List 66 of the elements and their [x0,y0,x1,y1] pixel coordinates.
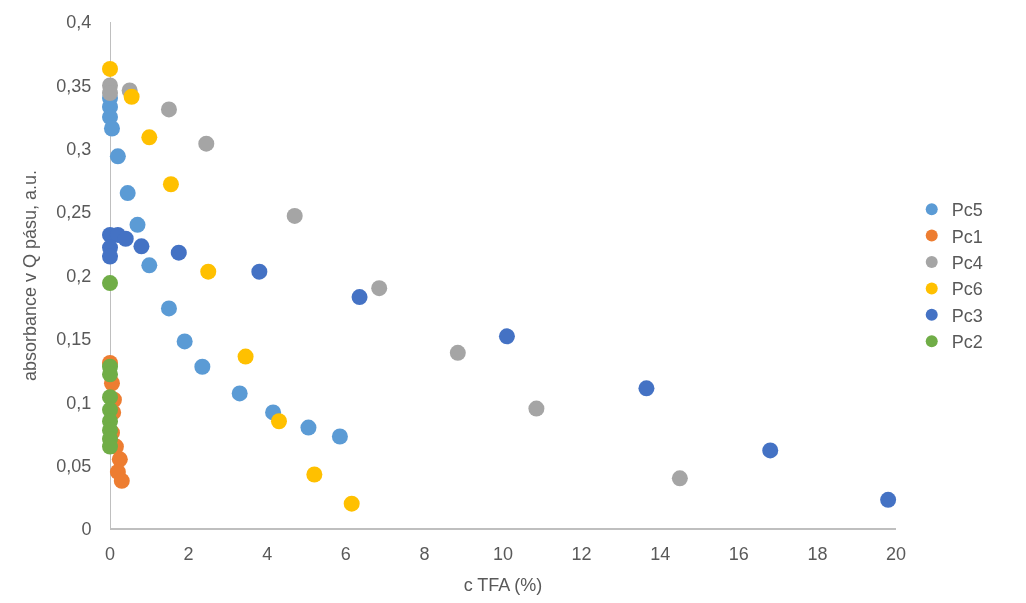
point [306,466,323,483]
point [194,358,211,375]
x-axis-title: c TFA (%) [463,574,543,595]
legend-label: Pc2 [951,332,983,353]
x-tick-label: 18 [807,543,828,564]
point [200,263,217,280]
x-tick-label: 6 [340,543,351,564]
point [102,275,118,292]
point [109,148,126,165]
point [160,300,177,317]
x-tick-label: 16 [728,543,749,564]
point [331,428,348,445]
point [251,263,268,280]
x-tick-label: 2 [183,543,194,564]
legend-label: Pc6 [951,279,983,300]
point [141,257,158,274]
legend-label: Pc1 [951,226,983,247]
point [102,60,118,77]
y-tick-label: 0,3 [66,139,92,160]
x-tick-label: 14 [650,543,671,564]
x-tick-label: 20 [885,543,907,564]
x-tick-label: 4 [262,543,273,564]
x-tick-label: 0 [104,543,116,564]
point [300,419,317,436]
point [119,185,136,202]
y-tick-label: 0,05 [56,455,92,476]
point [343,495,360,512]
legend-label: Pc5 [951,200,983,221]
x-tick-label: 10 [492,543,514,564]
point [170,244,187,261]
y-tick-label: 0,4 [66,12,92,33]
point [231,385,248,402]
point [449,344,466,361]
point [351,289,368,306]
point [498,328,515,345]
legend-label: Pc4 [951,253,983,274]
point [880,491,897,508]
point [638,380,655,397]
point [103,120,120,137]
legend-label: Pc3 [951,305,983,326]
point [371,280,388,297]
point [113,472,130,489]
point [237,348,254,365]
y-tick-label: 0,1 [66,392,92,413]
point [162,176,179,193]
point [271,413,287,430]
y-tick-label: 0 [81,519,92,540]
point [198,135,215,152]
point [176,333,193,350]
y-tick-label: 0,15 [56,329,92,350]
point [123,88,140,105]
point [762,442,779,459]
point [141,129,158,146]
x-tick-label: 8 [419,543,430,564]
y-tick-label: 0,2 [66,265,92,286]
point [117,230,134,247]
y-tick-label: 0,25 [56,202,92,223]
point [129,216,146,233]
point [671,470,688,487]
point [133,238,150,255]
point [160,101,177,118]
y-tick-label: 0,35 [56,75,92,96]
x-tick-label: 12 [571,543,592,564]
y-axis-title: absorbance v Q pásu, a.u. [19,169,40,382]
point [286,207,303,224]
point [528,400,545,417]
